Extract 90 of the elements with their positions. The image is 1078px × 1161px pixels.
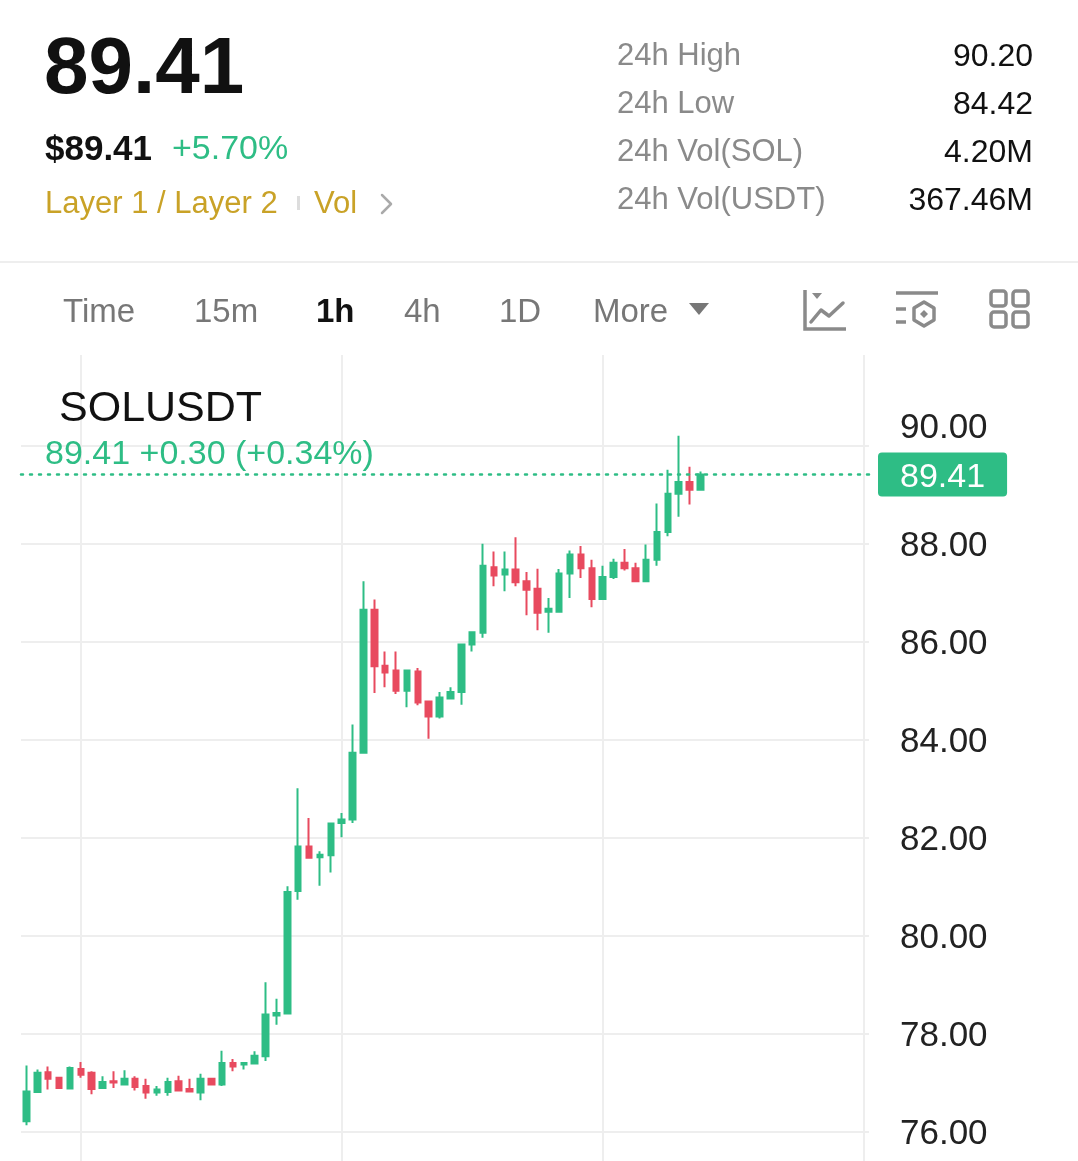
text: $89.41 [45,127,153,169]
candlestick [392,650,400,696]
candlestick [66,1065,74,1090]
candlestick [577,545,585,579]
candlestick [598,564,607,600]
text: 24h Vol(SOL) [617,133,804,169]
text: 15m [194,292,259,330]
candlestick [261,981,270,1063]
candlestick [609,557,618,580]
candlestick [305,817,313,859]
text: Time [63,292,136,330]
candlestick [501,550,509,593]
candlestick [87,1070,96,1096]
candlestick [468,630,476,653]
candlestick [620,548,629,572]
text: 24h Low [617,85,735,121]
candlestick [316,850,324,887]
text: 1h [316,292,355,330]
candlestick [283,885,292,1015]
candlestick [457,643,466,706]
candlestick [44,1065,52,1091]
text: Layer 1 / Layer 2 [45,185,278,221]
text: SOLUSDT [59,381,263,430]
text: 367.46M [908,180,1033,218]
candlestick [164,1076,172,1097]
candlestick [142,1077,150,1100]
candlestick [131,1075,139,1092]
text: 4.20M [944,132,1033,170]
candlestick [22,1064,31,1127]
candlestick [337,812,346,839]
candlestick [33,1068,42,1093]
candlestick [370,598,379,695]
text: 24h High [617,37,742,73]
candlestick [359,580,368,754]
candlestick [381,650,389,689]
candlestick [240,1062,248,1071]
y-tick-label: 80.00 [900,916,988,956]
y-tick-label: 78.00 [900,1014,988,1054]
candlestick [174,1074,183,1093]
candlestick [109,1070,118,1089]
candlestick [218,1049,226,1088]
candlestick [653,502,661,567]
candlestick [424,700,433,740]
text: +5.70% [172,128,289,168]
y-tick-label: 82.00 [900,818,988,858]
candlestick [533,567,542,632]
candlestick [511,536,520,588]
candlestick [250,1050,259,1065]
y-tick-label: 76.00 [900,1112,988,1152]
ref-line-label: 89.41 +0.30 (+0.34%) [45,432,374,471]
candlestick [229,1058,237,1073]
candlestick [185,1077,194,1094]
text: 24h Vol(USDT) [617,181,826,217]
y-tick-label: 84.00 [900,720,988,760]
candlestick [77,1061,85,1079]
candlestick [294,787,302,901]
text: Vol [314,185,358,221]
candlestick [348,723,357,824]
candlestick [153,1085,161,1097]
y-tick-label: 90.00 [900,406,988,446]
candlestick [685,465,694,506]
candlestick [207,1076,216,1087]
text: 1D [499,292,542,330]
candlestick [642,543,650,583]
candlestick [196,1072,205,1102]
candlestick [435,691,444,720]
candlestick [414,667,422,707]
candlestick [522,571,531,617]
candlestick [555,568,563,613]
candlestick [327,821,335,874]
candlestick [403,668,411,709]
candlestick [490,550,498,588]
candlestick [479,542,487,639]
text: 90.20 [952,36,1033,74]
candlestick [120,1069,129,1086]
candlestick [544,597,553,634]
candlestick [272,997,281,1026]
candlestick [566,549,574,600]
text: 89.41 [900,455,986,494]
text: 4h [404,292,441,330]
candlestick [98,1075,107,1089]
candlestick [446,686,455,700]
candlestick [55,1076,63,1089]
text: More [593,292,669,330]
text: 84.42 [952,84,1033,122]
candlestick [631,561,640,583]
y-tick-label: 88.00 [900,524,988,564]
text: 89.41 [44,20,245,112]
y-tick-label: 86.00 [900,622,988,662]
candlestick [588,558,596,609]
